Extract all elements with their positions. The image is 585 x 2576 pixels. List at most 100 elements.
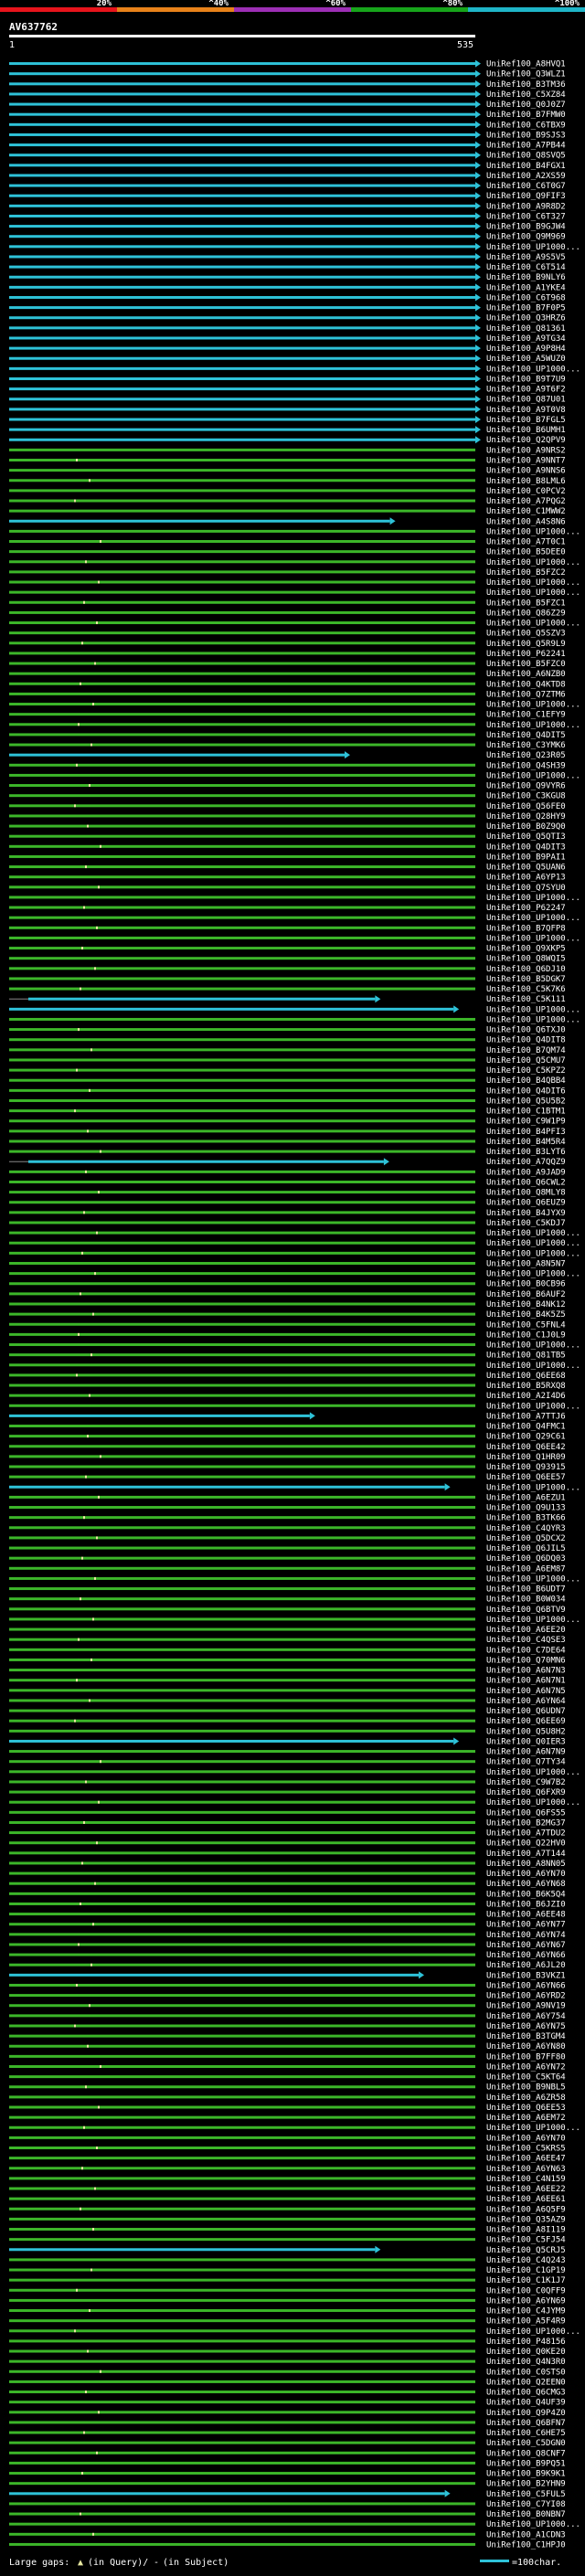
- hit-bar: [9, 753, 346, 757]
- hit-bar: [9, 376, 475, 380]
- hit-label: UniRef100_Q5QTI3: [486, 832, 566, 842]
- hit-arrow: [475, 151, 481, 159]
- hit-gap-marker: [80, 1292, 81, 1296]
- hit-gap-marker: [74, 499, 76, 503]
- hit-label: UniRef100_Q0IER3: [486, 1737, 566, 1746]
- hit-row: UniRef100_A8HVQ1: [9, 59, 566, 69]
- hit-label: UniRef100_A6NZB0: [486, 670, 566, 679]
- hit-label: UniRef100_C6T968: [486, 293, 566, 302]
- hit-bar: [9, 2349, 475, 2353]
- hit-label: UniRef100_C4N159: [486, 2175, 566, 2184]
- hit-row: UniRef100_A6EE48: [9, 1911, 566, 1920]
- hit-row: UniRef100_A6Q5F9: [9, 2205, 566, 2214]
- hit-label: UniRef100_A6YN80: [486, 2042, 566, 2051]
- hit-label: UniRef100_Q3WLZ1: [486, 70, 566, 80]
- hit-row: UniRef100_Q4DIT5: [9, 731, 566, 740]
- hit-row: UniRef100_P62247: [9, 904, 566, 913]
- hit-bar: [9, 1627, 475, 1631]
- hit-gap-marker: [98, 580, 100, 584]
- hit-row: UniRef100_B6UMH1: [9, 426, 566, 435]
- hit-bar: [9, 1790, 475, 1794]
- hit-row: UniRef100_A5F4R9: [9, 2317, 566, 2327]
- hit-bar: [9, 1241, 475, 1245]
- hit-bar: [9, 1719, 475, 1723]
- hit-row: UniRef100_Q9FIF3: [9, 192, 566, 201]
- hit-gap-marker: [89, 1699, 90, 1702]
- hit-bar: [27, 1160, 384, 1163]
- hit-bar: [9, 926, 475, 929]
- hit-bar: [9, 133, 475, 136]
- hit-row: UniRef100_B3VKZ1: [9, 1971, 566, 1980]
- hit-bar: [9, 947, 475, 950]
- hit-row: UniRef100_Q22HV0: [9, 1839, 566, 1849]
- hit-row: UniRef100_Q86Z29: [9, 609, 566, 618]
- hit-bar: [9, 1038, 475, 1042]
- query-ruler: [9, 35, 475, 37]
- hit-row: UniRef100_Q28HY9: [9, 812, 566, 822]
- hit-label: UniRef100_Q81TB5: [486, 1352, 566, 1361]
- hit-row: UniRef100_B3TGM4: [9, 2032, 566, 2041]
- hit-bar: [9, 1414, 310, 1417]
- hit-row: UniRef100_UP1000...: [9, 527, 580, 536]
- hit-bar: [9, 560, 475, 564]
- hit-row: UniRef100_Q2QPV9: [9, 436, 566, 445]
- hit-label: UniRef100_Q28HY9: [486, 812, 566, 822]
- identity-scale-segment: [0, 7, 117, 12]
- hit-label: UniRef100_A6N7N9: [486, 1748, 566, 1757]
- hit-row: UniRef100_Q23R05: [9, 751, 566, 760]
- hit-bar: [9, 804, 475, 808]
- hit-label: UniRef100_A6N7N5: [486, 1687, 566, 1696]
- identity-scale-segment: [234, 7, 351, 12]
- hit-row: UniRef100_B4JYX9: [9, 1209, 566, 1218]
- hit-row: UniRef100_Q5DCX2: [9, 1534, 566, 1543]
- hit-row: UniRef100_C9W1P9: [9, 1118, 566, 1127]
- hit-arrow: [375, 2245, 381, 2253]
- hit-row: UniRef100_A9NV19: [9, 2002, 566, 2011]
- legend-subject-marker: -: [154, 2558, 159, 2568]
- hit-row: UniRef100_A9NNS6: [9, 467, 566, 476]
- hit-row: UniRef100_B2MG37: [9, 1818, 566, 1828]
- hit-bar: [9, 316, 475, 320]
- hit-bar: [9, 2115, 475, 2119]
- hit-bar: [9, 62, 475, 66]
- hit-bar: [9, 2502, 475, 2506]
- hit-bar: [9, 1373, 475, 1377]
- hit-row: UniRef100_B7FGL5: [9, 415, 566, 425]
- hit-gap-marker: [85, 560, 87, 564]
- hit-arrow: [475, 395, 481, 403]
- hit-row: UniRef100_UP1000...: [9, 2520, 580, 2529]
- hit-bar: [9, 458, 475, 461]
- hit-bar: [9, 306, 475, 310]
- hit-bar: [9, 2125, 475, 2129]
- hit-gap-marker: [100, 1455, 101, 1458]
- hit-row: UniRef100_Q5R9L9: [9, 640, 566, 649]
- hit-row: UniRef100_UP1000...: [9, 578, 580, 588]
- hit-label: UniRef100_C1K1J7: [486, 2276, 566, 2285]
- hit-label: UniRef100_Q5R9L9: [486, 640, 566, 649]
- hit-gap-marker: [90, 2268, 92, 2272]
- hit-gap-marker: [100, 2369, 101, 2373]
- hit-bar: [9, 2369, 475, 2373]
- hit-row: UniRef100_A9R8D2: [9, 202, 566, 211]
- hit-gap-marker: [92, 1617, 94, 1621]
- hit-label: UniRef100_B9PAI1: [486, 853, 566, 862]
- hit-label: UniRef100_Q0J0Z7: [486, 101, 566, 110]
- hit-gap-marker: [98, 1800, 100, 1804]
- hit-row: UniRef100_A6YP13: [9, 874, 566, 883]
- hit-row: UniRef100_A6EM87: [9, 1564, 566, 1574]
- hit-label: UniRef100_UP1000...: [486, 365, 580, 374]
- hit-row: UniRef100_Q6EE53: [9, 2104, 566, 2113]
- hit-label: UniRef100_Q4FMC1: [486, 1423, 566, 1432]
- hit-bar: [9, 1485, 445, 1489]
- hit-bar: [9, 1638, 475, 1641]
- hit-bar: [9, 2024, 475, 2028]
- identity-scale-segment: [468, 7, 585, 12]
- hit-row: UniRef100_Q6CWL2: [9, 1178, 566, 1187]
- hit-label: UniRef100_Q4DIT8: [486, 1036, 566, 1045]
- hit-bar: [9, 2461, 475, 2465]
- hit-row: UniRef100_Q4DIT8: [9, 1036, 566, 1045]
- hit-label: UniRef100_UP1000...: [486, 1005, 580, 1014]
- legend-scale-text: =100char.: [512, 2558, 561, 2568]
- hit-label: UniRef100_Q4SH39: [486, 761, 566, 770]
